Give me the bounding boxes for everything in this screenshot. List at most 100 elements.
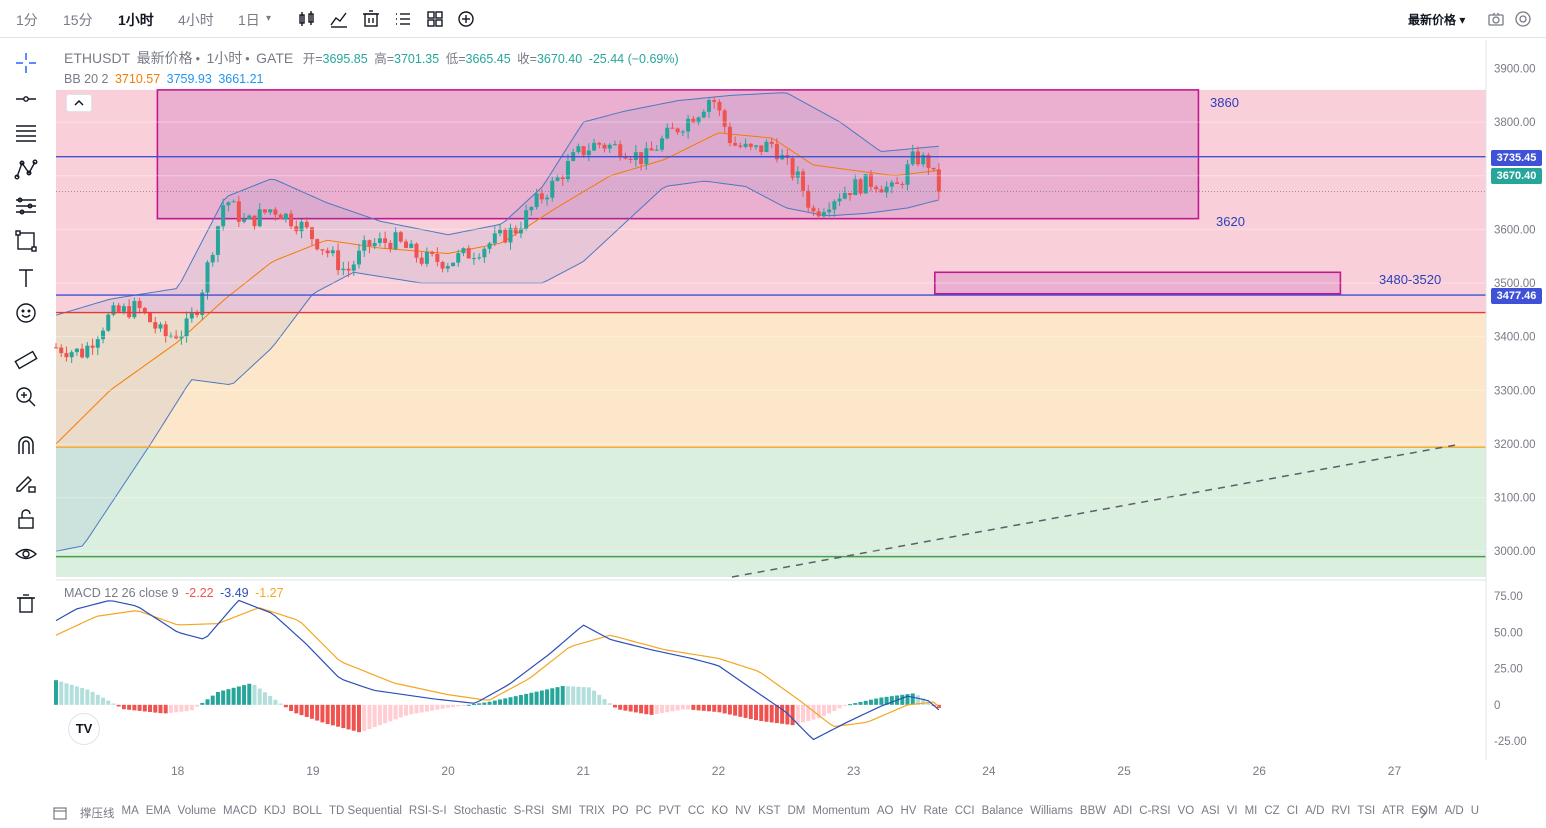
candle-body: [393, 232, 398, 250]
indicator-item[interactable]: BBW: [1079, 805, 1107, 817]
macd-histogram-bar: [900, 694, 905, 705]
candle-body: [111, 305, 116, 315]
candle-body: [764, 141, 769, 152]
candle-body: [315, 239, 320, 250]
indicator-item[interactable]: A/D: [1305, 805, 1325, 817]
indicator-item[interactable]: EMA: [145, 805, 171, 817]
pencil-lock-icon[interactable]: [14, 471, 38, 495]
pattern-icon[interactable]: [14, 158, 38, 182]
chevron-right-icon[interactable]: [1418, 806, 1430, 820]
macd-histogram-bar: [858, 701, 863, 705]
indicator-item[interactable]: A/D: [1444, 805, 1464, 817]
rectangle-icon[interactable]: [14, 229, 38, 253]
indicator-item[interactable]: KDJ: [263, 805, 286, 817]
timeframe-1d[interactable]: 1日: [238, 12, 260, 28]
emoji-icon[interactable]: [14, 301, 38, 325]
indicator-item[interactable]: MA: [121, 805, 139, 817]
indicator-item[interactable]: BOLL: [292, 805, 323, 817]
bar-style-icon[interactable]: [297, 9, 317, 29]
eye-icon[interactable]: [14, 542, 38, 566]
candle-body: [743, 143, 748, 147]
indicator-item[interactable]: TRIX: [578, 805, 605, 817]
camera-icon[interactable]: [1486, 9, 1506, 29]
indicator-item[interactable]: CC: [687, 805, 705, 817]
indicator-item[interactable]: VI: [1226, 805, 1238, 817]
indicator-item[interactable]: NV: [735, 805, 752, 817]
candle-body: [581, 146, 586, 156]
ruler-icon[interactable]: [14, 348, 38, 372]
macd-histogram-bar: [555, 687, 560, 705]
magnet-icon[interactable]: [14, 434, 38, 458]
lock-icon[interactable]: [14, 507, 38, 531]
indicator-item[interactable]: RVI: [1331, 805, 1351, 817]
indicator-item[interactable]: Rate: [923, 805, 948, 817]
indicator-item[interactable]: ADI: [1113, 805, 1133, 817]
channel-icon[interactable]: [14, 194, 38, 218]
timeframe-15m[interactable]: 15分: [63, 12, 93, 28]
fib-icon[interactable]: [14, 121, 38, 145]
timeframe-1h[interactable]: 1小时: [118, 12, 154, 28]
macd-histogram-bar: [565, 686, 570, 705]
candle-body: [95, 339, 100, 348]
macd-histogram-bar: [398, 704, 403, 718]
list-icon[interactable]: [393, 9, 413, 29]
indicator-item[interactable]: DM: [787, 805, 806, 817]
price-chart[interactable]: 3900.003800.003700.003600.003500.003400.…: [0, 0, 1546, 800]
indicator-item[interactable]: 撑压线: [80, 808, 115, 820]
indicator-item[interactable]: SMI: [551, 805, 572, 817]
indicator-item[interactable]: KO: [711, 805, 729, 817]
indicator-item[interactable]: ATR: [1382, 805, 1405, 817]
indicator-item[interactable]: PVT: [658, 805, 681, 817]
text-icon[interactable]: [14, 266, 38, 290]
indicator-item[interactable]: RSI-S-I: [408, 805, 447, 817]
indicator-item[interactable]: S-RSI: [513, 805, 545, 817]
macd-histogram-bar: [471, 704, 476, 706]
indicator-item[interactable]: U: [1470, 805, 1480, 817]
calendar-icon[interactable]: [52, 805, 68, 821]
timeframe-1m[interactable]: 1分: [16, 12, 38, 28]
candle-body: [534, 193, 539, 208]
indicator-item[interactable]: HV: [900, 805, 917, 817]
indicator-item[interactable]: MI: [1244, 805, 1258, 817]
candle-body: [451, 262, 456, 267]
macd-tick-label: 0: [1494, 700, 1500, 712]
replay-icon[interactable]: [361, 9, 381, 29]
macd-histogram-bar: [383, 704, 388, 724]
zoom-icon[interactable]: [14, 385, 38, 409]
indicator-item[interactable]: Balance: [981, 805, 1024, 817]
legend-change: -25.44 (−0.69%): [588, 52, 679, 66]
indicator-item[interactable]: CI: [1286, 805, 1299, 817]
indicator-item[interactable]: MACD: [223, 805, 257, 817]
indicator-item[interactable]: AO: [876, 805, 894, 817]
trash-icon[interactable]: [14, 591, 38, 615]
timeframe-dropdown[interactable]: ▾: [266, 13, 272, 24]
indicator-item[interactable]: VO: [1177, 805, 1195, 817]
layout-icon[interactable]: [425, 9, 445, 29]
indicator-item[interactable]: ASI: [1201, 805, 1220, 817]
price-type-select[interactable]: 最新价格 ▾: [1408, 13, 1466, 27]
price-tick-label: 3800.00: [1494, 117, 1536, 129]
indicator-item[interactable]: Momentum: [812, 805, 870, 817]
indicator-item[interactable]: CCI: [954, 805, 975, 817]
indicator-item[interactable]: PC: [635, 805, 652, 817]
settings-icon[interactable]: [1513, 9, 1533, 29]
indicator-item[interactable]: TD Sequential: [329, 805, 402, 817]
candle-body: [64, 353, 69, 358]
crosshair-icon[interactable]: [14, 51, 38, 75]
macd-histogram-bar: [492, 700, 497, 705]
indicator-item[interactable]: Williams: [1030, 805, 1073, 817]
collapse-legend-button[interactable]: [66, 94, 92, 112]
indicator-item[interactable]: Volume: [177, 805, 217, 817]
indicator-item[interactable]: Stochastic: [453, 805, 507, 817]
indicator-item[interactable]: C-RSI: [1139, 805, 1171, 817]
candle-body: [868, 174, 873, 187]
indicator-icon[interactable]: [329, 9, 349, 29]
indicator-item[interactable]: PO: [611, 805, 629, 817]
timeframe-4h[interactable]: 4小时: [178, 12, 214, 28]
indicator-item[interactable]: KST: [758, 805, 781, 817]
horizontal-line-icon[interactable]: [14, 87, 38, 111]
indicator-item[interactable]: TSI: [1357, 805, 1376, 817]
macd-histogram-bar: [341, 704, 346, 729]
add-icon[interactable]: [456, 9, 476, 29]
indicator-item[interactable]: CZ: [1264, 805, 1280, 817]
